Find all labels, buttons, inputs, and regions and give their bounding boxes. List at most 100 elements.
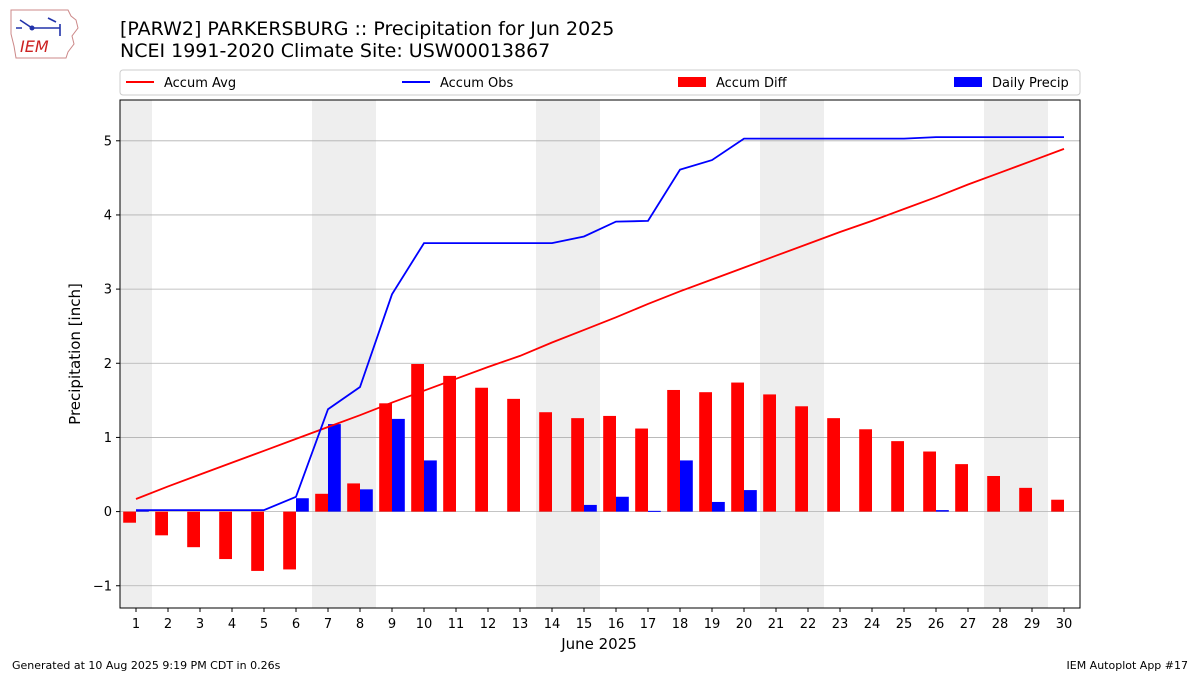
daily-precip-bar-day-9 xyxy=(392,418,405,512)
x-tick-label-2: 2 xyxy=(164,617,172,632)
x-tick-label-20: 20 xyxy=(736,617,753,632)
accum-diff-bar-day-2 xyxy=(155,511,168,536)
x-axis-label: June 2025 xyxy=(560,635,637,653)
daily-precip-bar-day-18 xyxy=(680,460,693,512)
line-series xyxy=(135,136,1065,512)
x-tick-label-21: 21 xyxy=(768,617,785,632)
legend-swatch-daily-precip xyxy=(954,77,982,87)
accum-diff-bar-day-25 xyxy=(891,441,904,512)
x-tick-label-8: 8 xyxy=(356,617,364,632)
x-tick-label-22: 22 xyxy=(800,617,817,632)
y-axis-label: Precipitation [inch] xyxy=(66,283,84,425)
grid-lines xyxy=(120,140,1080,587)
legend-swatch-accum-diff xyxy=(678,77,706,87)
daily-precip-bar-day-16 xyxy=(616,496,629,512)
iem-logo: IEM xyxy=(10,9,79,59)
x-tick-label-25: 25 xyxy=(896,617,913,632)
x-tick-label-17: 17 xyxy=(640,617,657,632)
y-tick-label: 1 xyxy=(104,431,112,446)
generated-timestamp: Generated at 10 Aug 2025 9:19 PM CDT in … xyxy=(12,659,281,672)
accum-diff-bar-day-29 xyxy=(1019,487,1032,512)
accum-diff-bar-day-30 xyxy=(1051,499,1064,512)
weekend-band-1 xyxy=(120,100,152,608)
daily-precip-bar-day-26 xyxy=(936,510,949,512)
x-tick-label-28: 28 xyxy=(992,617,1009,632)
x-tick-label-18: 18 xyxy=(672,617,689,632)
legend-frame xyxy=(119,69,1081,96)
accum-diff-bar-day-7 xyxy=(315,493,328,512)
accum-diff-bar-day-8 xyxy=(347,483,360,512)
y-tick-label: 0 xyxy=(104,505,112,520)
y-tick-label: −1 xyxy=(93,579,112,594)
accum-diff-bar-day-17 xyxy=(635,428,648,512)
x-tick-label-29: 29 xyxy=(1024,617,1041,632)
y-tick-label: 5 xyxy=(104,134,112,149)
accum-diff-bar-day-26 xyxy=(923,451,936,512)
x-tick-label-12: 12 xyxy=(480,617,497,632)
accum-diff-bar-day-21 xyxy=(763,394,776,512)
accum-diff-bar-day-19 xyxy=(699,392,712,512)
x-tick-label-26: 26 xyxy=(928,617,945,632)
x-tick-label-5: 5 xyxy=(260,617,268,632)
accum-diff-bar-day-28 xyxy=(987,475,1000,512)
daily-precip-bar-day-15 xyxy=(584,504,597,512)
accum-diff-bar-day-24 xyxy=(859,429,872,512)
accum-diff-bar-day-4 xyxy=(219,511,232,560)
accum-diff-bar-day-16 xyxy=(603,415,616,512)
accum-diff-bar-day-9 xyxy=(379,403,392,512)
x-tick-label-10: 10 xyxy=(416,617,433,632)
y-tick-label: 4 xyxy=(104,208,112,223)
y-axis-ticks: −1 0 1 2 3 4 5 xyxy=(93,134,120,594)
y-tick-label: 3 xyxy=(104,283,112,298)
iowa-outline-icon xyxy=(10,9,79,59)
accum-diff-bar-day-22 xyxy=(795,406,808,512)
accum-diff-bar-day-23 xyxy=(827,418,840,512)
x-tick-label-19: 19 xyxy=(704,617,721,632)
daily-precip-bar-day-17 xyxy=(648,510,661,512)
plot-frame xyxy=(119,99,1081,609)
accum-diff-bar-day-11 xyxy=(443,375,456,512)
x-tick-label-27: 27 xyxy=(960,617,977,632)
x-tick-label-3: 3 xyxy=(196,617,204,632)
accum-diff-bar-day-1 xyxy=(123,511,136,523)
x-tick-label-7: 7 xyxy=(324,617,332,632)
daily-precip-bar-day-20 xyxy=(744,490,757,512)
x-tick-label-4: 4 xyxy=(228,617,236,632)
app-credit: IEM Autoplot App #17 xyxy=(1066,659,1189,672)
accum-diff-bar-day-10 xyxy=(411,364,424,512)
weekend-band-3 xyxy=(536,100,600,608)
accum-diff-bar-day-12 xyxy=(475,387,488,512)
x-tick-label-1: 1 xyxy=(132,617,140,632)
daily-precip-bar-day-7 xyxy=(328,424,341,512)
x-tick-label-15: 15 xyxy=(576,617,593,632)
x-tick-label-14: 14 xyxy=(544,617,561,632)
accum-diff-bar-day-6 xyxy=(283,511,296,570)
accum-diff-bar-day-3 xyxy=(187,511,200,548)
accum-diff-bar-day-5 xyxy=(251,511,264,571)
x-tick-label-24: 24 xyxy=(864,617,881,632)
weekend-band-4 xyxy=(760,100,824,608)
x-tick-label-9: 9 xyxy=(388,617,396,632)
x-axis-ticks: 1 2 3 4 5 6 7 8 9 10 11 12 13 14 15 16 17 18 19 20 21 22 23 24 2… xyxy=(132,608,1072,632)
accum-diff-bar-day-15 xyxy=(571,418,584,512)
legend-label-accum-avg: Accum Avg xyxy=(164,76,236,91)
y-tick-label: 2 xyxy=(104,357,112,372)
weekend-band-2 xyxy=(312,100,376,608)
legend: Accum Avg Accum Obs Accum Diff Daily Precip xyxy=(119,69,1081,96)
weekend-shading xyxy=(120,100,1048,608)
weekend-band-5 xyxy=(984,100,1048,608)
daily-precip-bar-day-8 xyxy=(360,489,373,512)
accum-diff-bar-day-18 xyxy=(667,389,680,512)
legend-label-accum-obs: Accum Obs xyxy=(440,76,513,91)
accum-diff-bar-day-20 xyxy=(731,382,744,512)
logo-text: IEM xyxy=(20,37,49,56)
accum-diff-bar-day-27 xyxy=(955,464,968,512)
daily-precip-bar-day-10 xyxy=(424,460,437,512)
x-tick-label-11: 11 xyxy=(448,617,465,632)
accum-diff-bar-day-14 xyxy=(539,412,552,512)
daily-precip-bar-day-6 xyxy=(296,498,309,512)
bar-series xyxy=(123,364,1064,571)
chart-subtitle: NCEI 1991-2020 Climate Site: USW00013867 xyxy=(120,40,551,62)
x-tick-label-23: 23 xyxy=(832,617,849,632)
